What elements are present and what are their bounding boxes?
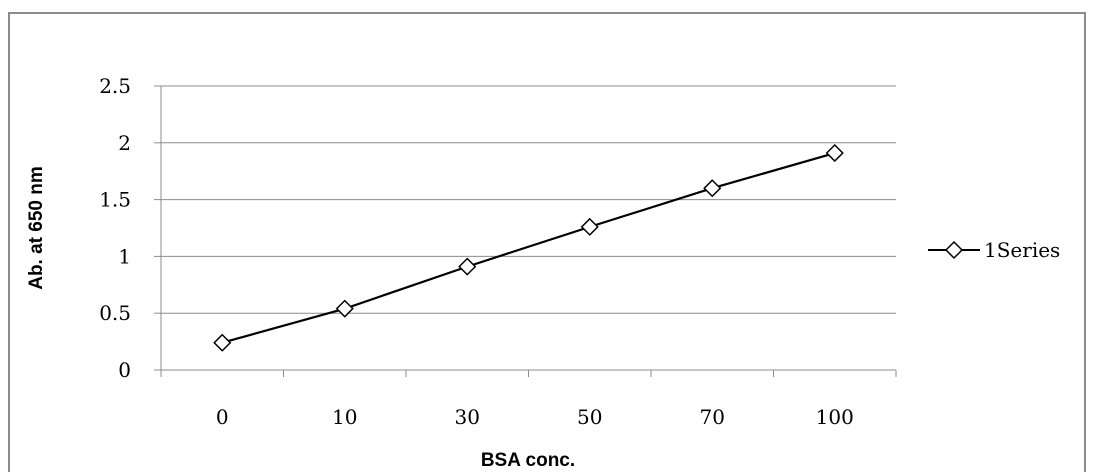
y-tick-label: 2 [118, 131, 131, 155]
x-tick-label: 10 [332, 405, 357, 429]
y-tick-label: 1 [118, 244, 131, 268]
x-axis-ticks: 0 10 30 50 70 100 [160, 369, 897, 429]
data-point-diamond [580, 217, 599, 236]
y-axis-title: Ab. at 650 nm [26, 166, 47, 290]
series-group [213, 143, 844, 352]
data-point-diamond [703, 179, 722, 198]
data-point-diamond [825, 143, 844, 163]
x-tick-label: 100 [816, 405, 854, 429]
data-point-diamond [213, 333, 232, 352]
chart-frame [8, 12, 1086, 472]
x-tick-label: 30 [455, 405, 480, 429]
series-line [221, 151, 836, 344]
x-tick-label: 0 [216, 405, 229, 429]
data-point-diamond [458, 257, 477, 276]
y-tick-label: 0.5 [99, 301, 131, 325]
y-tick-label: 1.5 [99, 188, 131, 212]
gridlines [161, 85, 896, 371]
legend: 1Series [928, 238, 1060, 262]
x-tick-label: 50 [577, 405, 602, 429]
legend-label: 1Series [984, 238, 1060, 262]
y-axis-ticks: 0 0.5 1 1.5 2 2.5 [99, 74, 162, 382]
y-tick-label: 2.5 [99, 74, 131, 98]
x-tick-label: 70 [700, 405, 725, 429]
y-tick-label: 0 [118, 358, 131, 382]
x-axis-title: BSA conc. [481, 450, 575, 471]
data-point-diamond [335, 299, 354, 318]
legend-diamond-marker [944, 240, 964, 260]
